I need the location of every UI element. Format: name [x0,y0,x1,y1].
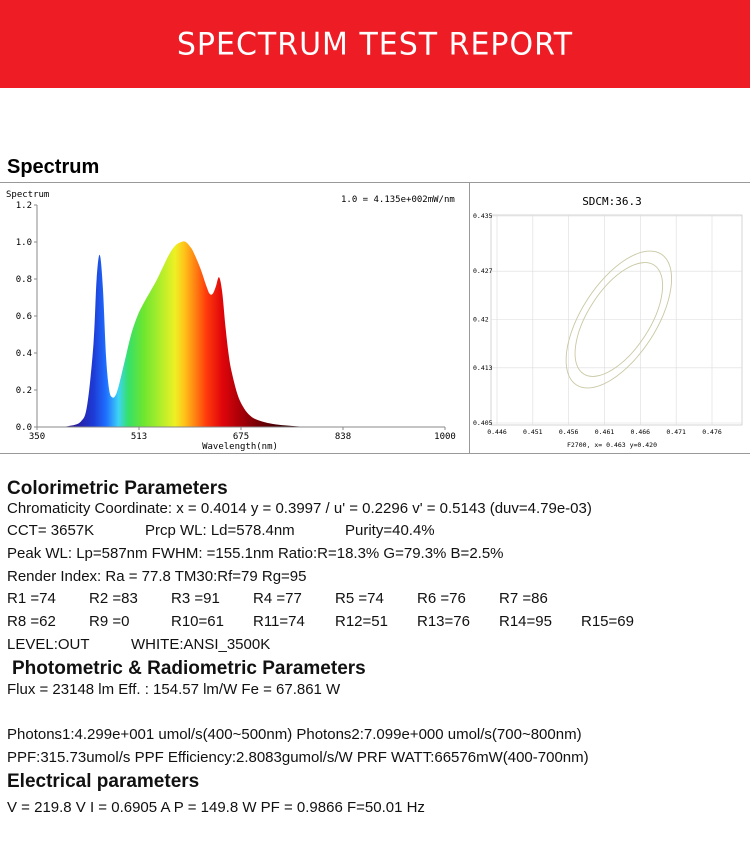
r-values-row-2: R8 =62 R9 =0 R10=61 R11=74 R12=51 R13=76 R14=9… [7,613,747,631]
ppf-line: PPF:315.73umol/s PPF Efficiency:2.8083gu… [7,749,589,766]
white-value: WHITE:ANSI_3500K [131,636,271,653]
spectrum-chart-title: Spectrum [6,190,49,200]
cct-row: CCT= 3657K Prcp WL: Ld=578.4nm Purity=40… [7,522,747,540]
y-tick-label: 0.6 [16,312,32,322]
r-value: R5 =74 [335,590,384,607]
electrical-line: V = 219.8 V I = 0.6905 A P = 149.8 W PF … [7,799,425,816]
x-tick-label: 350 [29,432,45,442]
r-value: R11=74 [253,613,305,630]
x-tick-label: 0.461 [595,428,615,436]
spectrum-chart: Spectrum 1.0 = 4.135e+002mW/nm 1.2 1.0 0.8… [6,190,456,452]
x-tick-label: 675 [233,432,249,442]
y-tick-label: 0.2 [16,386,32,396]
report-banner: SPECTRUM TEST REPORT [0,0,750,88]
colorimetric-heading: Colorimetric Parameters [7,478,228,499]
prcp-wl-value: Prcp WL: Ld=578.4nm [145,522,295,539]
r-value: R6 =76 [417,590,466,607]
r-value: R2 =83 [89,590,138,607]
x-tick-label: 838 [335,432,351,442]
sdcm-ellipse-inner [574,262,664,377]
photons-line: Photons1:4.299e+001 umol/s(400~500nm) Ph… [7,726,582,743]
r-values-row-1: R1 =74 R2 =83 R3 =91 R4 =77 R5 =74 R6 =76 R7 =… [7,590,747,608]
r-value: R14=95 [499,613,552,630]
photometric-heading: Photometric & Radiometric Parameters [12,658,366,679]
x-tick-label: 0.466 [631,428,651,436]
chromaticity-line: Chromaticity Coordinate: x = 0.4014 y = … [7,500,592,517]
level-row: LEVEL:OUT WHITE:ANSI_3500K [7,636,747,654]
flux-line: Flux = 23148 lm Eff. : 154.57 lm/W Fe = … [7,681,341,698]
x-tick-label: 0.446 [487,428,507,436]
x-tick-label: 0.471 [666,428,686,436]
r-value: R15=69 [581,613,634,630]
r-value: R3 =91 [171,590,220,607]
x-axis-label: Wavelength(nm) [202,442,278,452]
report-title: SPECTRUM TEST REPORT [176,25,574,63]
y-tick-label: 0.42 [473,316,489,324]
r-value: R10=61 [171,613,224,630]
r-value: R9 =0 [89,613,130,630]
y-tick-label: 0.405 [473,419,493,427]
sdcm-ellipse-outer [565,250,673,389]
sdcm-plot-frame [490,214,743,426]
level-value: LEVEL:OUT [7,636,90,653]
y-tick-label: 1.0 [16,238,32,248]
sdcm-footer: F2700, x= 0.463 y=0.420 [567,441,657,449]
r-value: R4 =77 [253,590,302,607]
x-tick-label: 1000 [434,432,456,442]
y-tick-label: 0.0 [16,423,32,433]
charts-panel: Spectrum 1.0 = 4.135e+002mW/nm 1.2 1.0 0.8… [0,182,750,454]
y-tick-label: 0.4 [16,349,32,359]
r-value: R12=51 [335,613,388,630]
x-tick-label: 513 [131,432,147,442]
y-tick-label: 0.8 [16,275,32,285]
scale-note: 1.0 = 4.135e+002mW/nm [341,195,455,205]
y-tick-label: 0.435 [473,212,493,220]
r-value: R1 =74 [7,590,56,607]
purity-value: Purity=40.4% [345,522,435,539]
spectrum-area [55,241,307,427]
x-tick-label: 0.451 [523,428,543,436]
electrical-heading: Electrical parameters [7,771,200,792]
y-tick-label: 0.427 [473,267,493,275]
sdcm-title: SDCM:36.3 [582,195,642,208]
x-tick-label: 0.456 [559,428,579,436]
r-value: R13=76 [417,613,470,630]
cct-value: CCT= 3657K [7,522,95,539]
peak-line: Peak WL: Lp=587nm FWHM: =155.1nm Ratio:R… [7,545,504,562]
spectrum-chart-box: Spectrum 1.0 = 4.135e+002mW/nm 1.2 1.0 0.8… [0,182,469,454]
spectrum-heading: Spectrum [7,156,100,178]
y-tick-label: 0.413 [473,364,493,372]
y-tick-label: 1.2 [16,201,32,211]
x-tick-label: 0.476 [702,428,722,436]
r-value: R8 =62 [7,613,56,630]
sdcm-chart: SDCM:36.3 0.446 0.451 0.456 0.461 0.466 0.471… [473,195,743,449]
sdcm-chart-box: SDCM:36.3 0.446 0.451 0.456 0.461 0.466 0.471… [469,182,750,454]
render-index-line: Render Index: Ra = 77.8 TM30:Rf=79 Rg=95 [7,568,307,585]
r-value: R7 =86 [499,590,548,607]
